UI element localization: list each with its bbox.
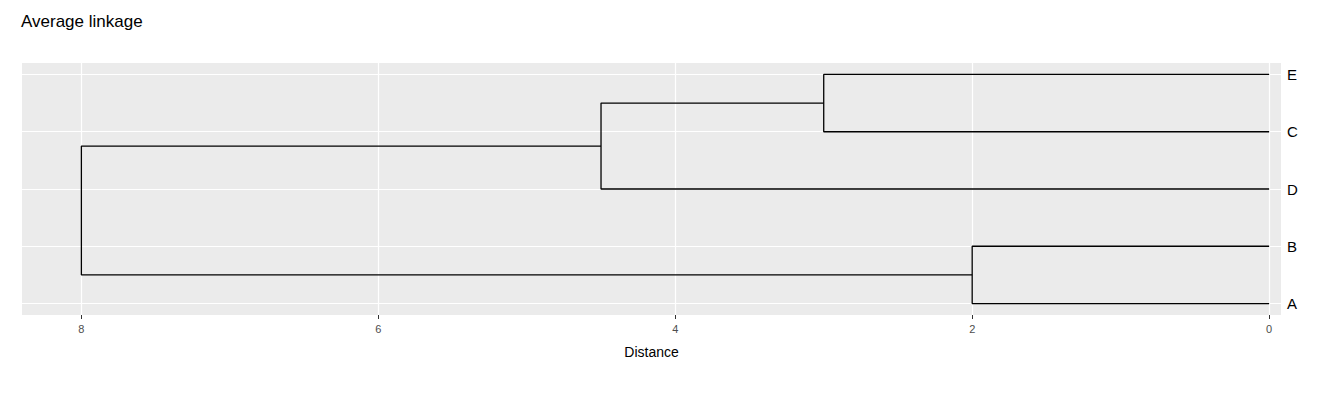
svg-text:0: 0	[1266, 323, 1272, 335]
svg-text:C: C	[1287, 123, 1298, 140]
svg-text:D: D	[1287, 181, 1298, 198]
svg-text:Distance: Distance	[624, 344, 679, 360]
svg-text:Average linkage: Average linkage	[21, 12, 143, 31]
svg-text:4: 4	[672, 323, 678, 335]
svg-text:E: E	[1287, 66, 1297, 83]
svg-text:2: 2	[969, 323, 975, 335]
svg-text:8: 8	[78, 323, 84, 335]
svg-text:B: B	[1287, 238, 1297, 255]
svg-text:6: 6	[375, 323, 381, 335]
svg-text:A: A	[1287, 295, 1297, 312]
